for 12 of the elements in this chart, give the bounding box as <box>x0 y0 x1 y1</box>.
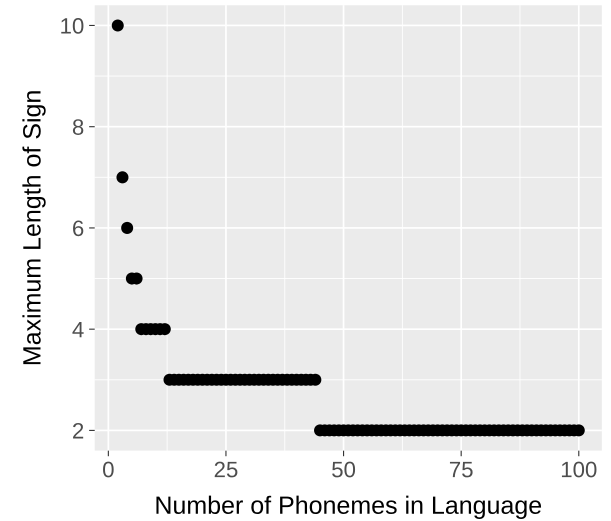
y-tick-label: 2 <box>73 422 84 438</box>
y-tick-label: 4 <box>72 322 84 338</box>
y-tick-label: 8 <box>72 119 84 135</box>
x-tick-label: 50 <box>332 462 356 478</box>
x-axis-title: Number of Phonemes in Language <box>156 496 542 519</box>
y-tick-label: 6 <box>73 220 84 236</box>
x-tick-label: 75 <box>450 462 473 478</box>
y-axis-title: Maximum Length of Sign <box>22 91 46 364</box>
x-tick-label: 0 <box>103 462 114 478</box>
y-tick-label: 10 <box>61 18 84 34</box>
x-tick-label: 100 <box>562 462 596 478</box>
x-tick-label: 25 <box>214 462 238 478</box>
